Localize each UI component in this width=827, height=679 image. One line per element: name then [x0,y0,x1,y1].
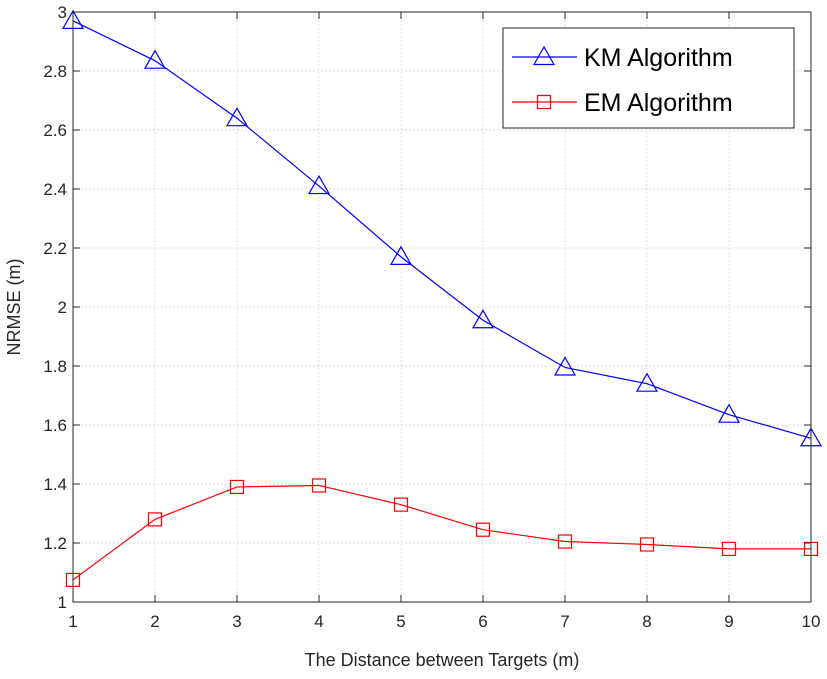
data-point [471,309,495,329]
x-tick-label: 7 [560,612,569,631]
grid [73,12,811,602]
data-point [553,356,577,376]
series-1 [61,9,823,447]
series-2 [65,478,819,587]
y-tick-label: 2.8 [43,62,67,81]
y-tick-label: 2.4 [43,180,67,199]
data-point [717,403,741,423]
legend-marker [536,94,552,110]
data-point [143,49,167,69]
x-tick-label: 3 [232,612,241,631]
legend-box [502,27,795,129]
x-axis-title: The Distance between Targets (m) [305,650,580,670]
data-point [225,106,249,127]
x-tick-label: 4 [314,612,323,631]
y-tick-label: 1.4 [43,475,67,494]
data-point [307,174,331,195]
data-point [475,522,491,537]
data-point [393,497,409,512]
data-point [635,372,659,392]
legend: KM Algorithm EM Algorithm [502,27,795,129]
x-tick-label: 9 [724,612,733,631]
series-layer [61,9,823,587]
y-tick-label: 1.2 [43,534,67,553]
data-point [389,245,413,265]
y-tick-label: 1 [58,593,67,612]
y-tick-label: 2.2 [43,239,67,258]
data-point [147,512,163,527]
x-tick-label: 1 [68,612,77,631]
data-point [721,541,737,557]
series-line [72,20,812,439]
x-tick-label: 2 [150,612,159,631]
data-point [639,537,655,552]
y-tick-label: 1.8 [43,357,67,376]
x-tick-label: 10 [802,612,821,631]
data-point [311,478,327,493]
y-tick-label: 2 [58,298,67,317]
x-tick-label: 8 [642,612,651,631]
x-tick-label: 5 [396,612,405,631]
y-tick-label: 2.6 [43,121,67,140]
data-point [229,479,245,495]
ticks: 1 2 3 4 5 6 7 8 9 10 1 1.2 1.4 1.6 1.8 2 2.2 2.4 2.6 2.8 3 [43,3,820,631]
legend-marker [532,45,556,66]
y-tick-label: 1.6 [43,416,67,435]
y-axis-title: NRMSE (m) [4,259,24,356]
legend-label: EM Algorithm [584,89,733,117]
series-line [72,484,811,581]
y-tick-label: 3 [58,3,67,22]
x-tick-label: 6 [478,612,487,631]
data-point [557,534,573,549]
legend-label: KM Algorithm [584,44,733,72]
